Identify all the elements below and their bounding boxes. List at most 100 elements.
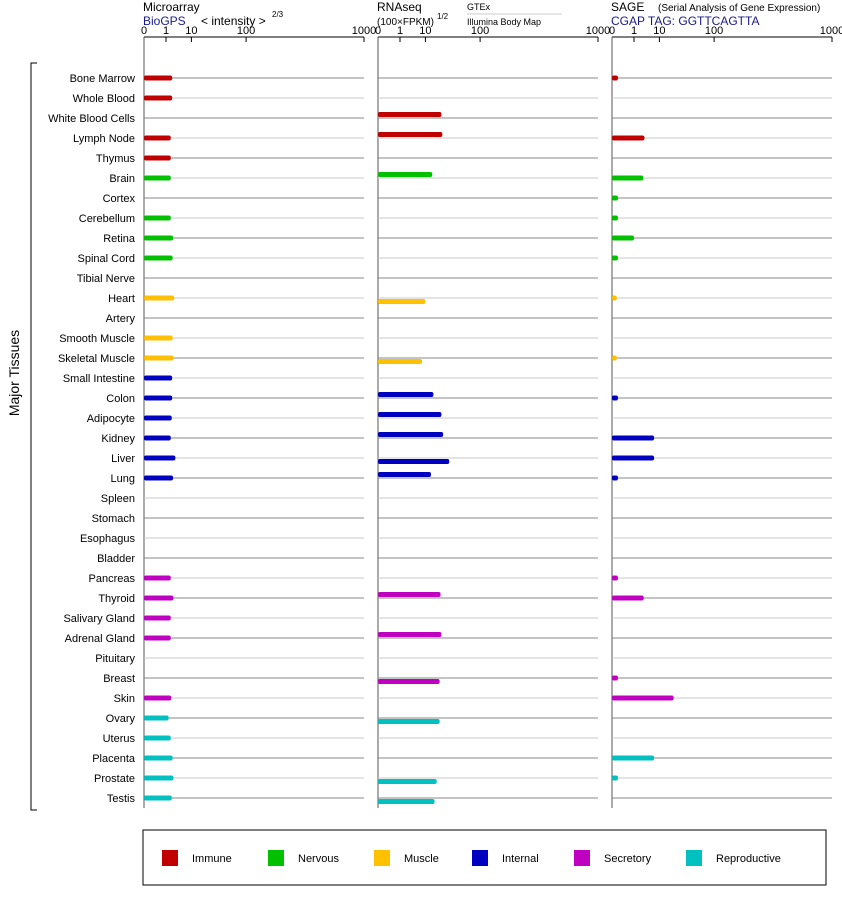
legend-label: Internal	[502, 853, 539, 865]
legend-label: Nervous	[298, 853, 339, 865]
tissue-label: Colon	[106, 393, 135, 405]
legend-swatch	[268, 850, 284, 866]
bar	[144, 295, 175, 301]
bar	[612, 235, 634, 241]
bar	[144, 235, 174, 241]
bar	[144, 215, 171, 221]
tissue-label: Testis	[107, 793, 136, 805]
panel-header-rnaseq: RNAseq (100×FPKM) 1/2 GTEx Illumina Body…	[377, 0, 562, 28]
bar	[144, 615, 171, 621]
tissue-label: Bladder	[97, 553, 135, 565]
group-bracket	[30, 62, 37, 811]
panel-subtitle-metric: (100×FPKM)	[377, 17, 434, 28]
legend-swatch	[374, 850, 390, 866]
tissue-label: Kidney	[101, 433, 135, 445]
bar	[144, 755, 173, 761]
bar	[378, 359, 422, 364]
tissue-label: Thymus	[96, 153, 136, 165]
tissue-label: Breast	[103, 673, 135, 685]
tissue-label: Bone Marrow	[70, 73, 135, 85]
bar	[612, 755, 655, 761]
panel-subtitle-source: CGAP TAG: GGTTCAGTTA	[611, 14, 759, 28]
tissue-label: Stomach	[92, 513, 135, 525]
bar	[144, 95, 173, 101]
tissue-label: Prostate	[94, 773, 135, 785]
x-tick-label: 10	[419, 25, 431, 37]
tissue-label: Skeletal Muscle	[58, 353, 135, 365]
bar	[378, 392, 434, 397]
tissue-label: Whole Blood	[73, 93, 135, 105]
bar	[144, 775, 174, 781]
bar	[378, 432, 444, 437]
bar	[378, 172, 433, 177]
tissue-label: Pituitary	[95, 653, 135, 665]
x-tick-label: 1	[397, 25, 403, 37]
bar	[612, 195, 618, 201]
bar	[612, 135, 645, 141]
bar	[612, 575, 618, 581]
x-tick-label: 1000	[586, 25, 610, 37]
bar	[612, 355, 617, 361]
legend-label: Secretory	[604, 853, 652, 865]
panel-subtitle-exponent: 2/3	[272, 10, 284, 19]
bar	[144, 575, 171, 581]
tissue-label: Smooth Muscle	[59, 333, 135, 345]
bar	[144, 175, 171, 181]
bar	[144, 475, 174, 481]
bar	[378, 459, 450, 464]
bar	[612, 255, 618, 261]
bar	[378, 632, 442, 637]
x-tick-label: 100	[237, 25, 255, 37]
tissue-label: Adipocyte	[87, 413, 135, 425]
legend-swatch	[472, 850, 488, 866]
bar	[144, 255, 173, 261]
tissue-label: Skin	[114, 693, 135, 705]
tissue-label: Placenta	[92, 753, 136, 765]
panel-title: RNAseq	[377, 0, 422, 14]
panel-0: 0 1 10 100 1000	[141, 25, 376, 808]
bar	[378, 132, 443, 137]
bar	[612, 595, 644, 601]
bar	[144, 695, 172, 701]
legend: Immune Nervous Muscle Internal Secretory Repr…	[162, 850, 781, 866]
x-tick-label: 10	[653, 25, 665, 37]
bar	[378, 779, 437, 784]
bar	[144, 435, 171, 441]
legend-label: Immune	[192, 853, 232, 865]
tissue-label: Heart	[108, 293, 135, 305]
tissue-label: Retina	[103, 233, 136, 245]
bar	[378, 719, 440, 724]
panel-subtitle-exponent: 1/2	[437, 12, 449, 21]
bar	[612, 695, 674, 701]
x-tick-label: 10	[185, 25, 197, 37]
source-label-gtex: GTEx	[467, 2, 491, 12]
bar	[144, 795, 172, 801]
bar	[144, 595, 174, 601]
bar	[144, 335, 173, 341]
bar	[144, 355, 174, 361]
x-tick-label: 1000	[352, 25, 376, 37]
bar	[612, 215, 618, 221]
legend-swatch	[686, 850, 702, 866]
bar	[612, 395, 618, 401]
panel-title: Microarray	[143, 0, 200, 14]
bar	[144, 635, 171, 641]
panel-title-note: (Serial Analysis of Gene Expression)	[658, 3, 820, 14]
tissue-label: Spinal Cord	[78, 253, 135, 265]
tissue-label: Ovary	[106, 713, 136, 725]
tissue-label: White Blood Cells	[48, 113, 135, 125]
panel-subtitle-metric: < intensity >	[201, 14, 266, 28]
bar	[144, 735, 171, 741]
bar	[612, 775, 618, 781]
legend-swatch	[162, 850, 178, 866]
tissue-label: Uterus	[103, 733, 136, 745]
panel-header-microarray: Microarray BioGPS < intensity > 2/3	[143, 0, 284, 28]
bar	[378, 412, 442, 417]
panel-1: 0 1 10 100 1000	[375, 25, 610, 808]
tissue-label: Small Intestine	[63, 373, 135, 385]
bar	[612, 175, 644, 181]
x-tick-label: 100	[705, 25, 723, 37]
x-tick-label: 0	[609, 25, 615, 37]
bar	[378, 679, 440, 684]
group-label: Major Tissues	[6, 330, 22, 416]
